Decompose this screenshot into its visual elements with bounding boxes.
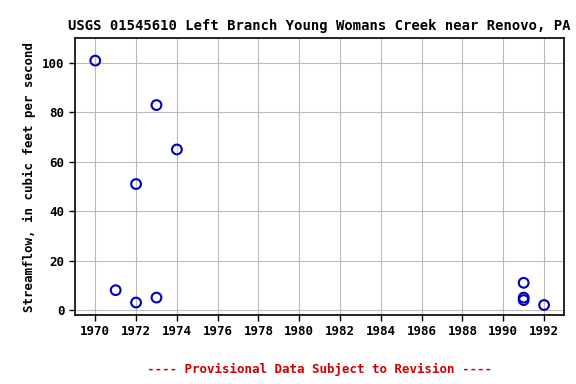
Title: USGS 01545610 Left Branch Young Womans Creek near Renovo, PA: USGS 01545610 Left Branch Young Womans C… (69, 19, 571, 33)
Point (131, 300, 141, 306)
Point (540, 302, 549, 308)
Point (172, 146, 181, 152)
Point (90, 58, 100, 64)
Point (519, 297, 528, 303)
Point (111, 287, 120, 293)
Point (152, 295, 161, 301)
Point (152, 102, 161, 108)
Point (519, 295, 528, 301)
Point (519, 280, 528, 286)
Point (131, 181, 141, 187)
Y-axis label: Streamflow, in cubic feet per second: Streamflow, in cubic feet per second (24, 41, 36, 312)
Text: ---- Provisional Data Subject to Revision ----: ---- Provisional Data Subject to Revisio… (147, 363, 492, 376)
